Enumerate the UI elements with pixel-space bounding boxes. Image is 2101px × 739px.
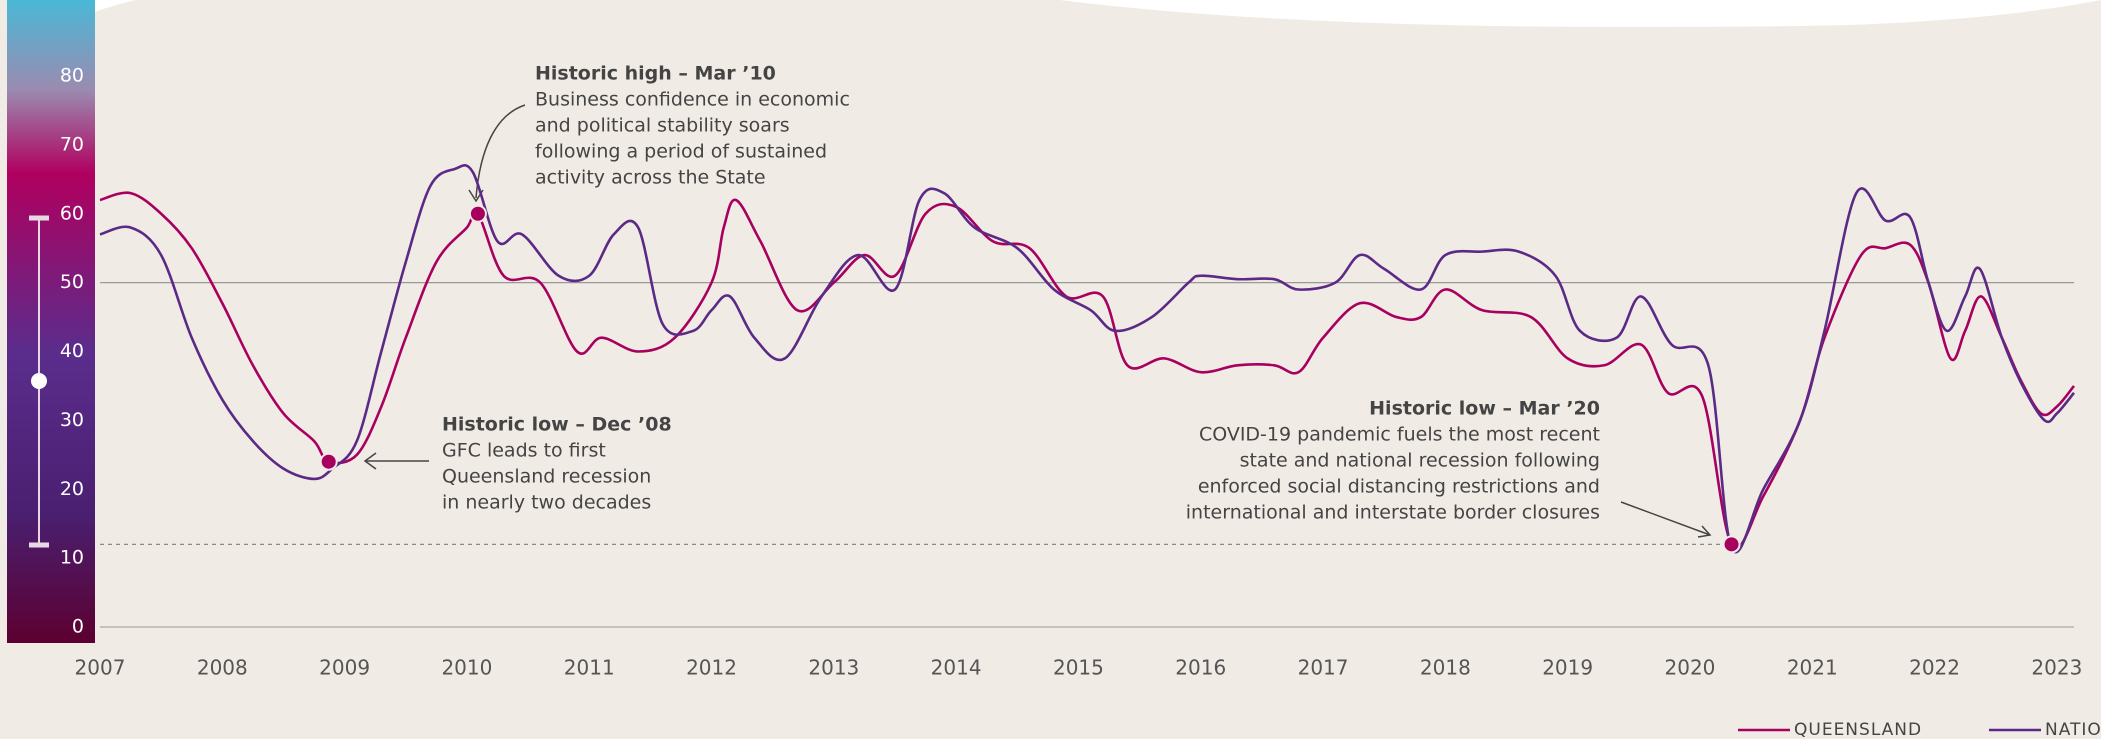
x-tick-label: 2017 xyxy=(1298,656,1349,680)
range-indicator xyxy=(29,215,49,548)
y-tick-label: 10 xyxy=(60,547,84,569)
x-tick-label: 2013 xyxy=(808,656,859,680)
arrows xyxy=(363,104,1712,538)
x-tick-label: 2022 xyxy=(1909,656,1960,680)
annotation-text: international and interstate border clos… xyxy=(1186,502,1600,524)
annotation-text: in nearly two decades xyxy=(442,492,651,514)
top-wedge xyxy=(95,0,135,12)
x-tick-label: 2023 xyxy=(2031,656,2082,680)
annotation-text: GFC leads to first xyxy=(442,440,606,462)
annotation-point xyxy=(468,204,487,223)
annotation-text: activity across the State xyxy=(535,167,766,189)
x-tick-label: 2020 xyxy=(1665,656,1716,680)
x-tick-label: 2009 xyxy=(319,656,370,680)
y-tick-label: 30 xyxy=(60,409,84,431)
annotation-text: Business confidence in economic xyxy=(535,89,850,111)
y-tick-label: 50 xyxy=(60,271,84,293)
x-tick-label: 2014 xyxy=(931,656,982,680)
x-tick-label: 2018 xyxy=(1420,656,1471,680)
annotation-title: Historic high – Mar ’10 xyxy=(535,63,776,85)
annotation-text: COVID-19 pandemic fuels the most recent xyxy=(1199,424,1600,446)
annotation-text: enforced social distancing restrictions … xyxy=(1198,476,1600,498)
legend-label: NATIONAL xyxy=(2045,720,2101,739)
annotation-title: Historic low – Dec ’08 xyxy=(442,414,672,436)
x-tick-label: 2021 xyxy=(1787,656,1838,680)
legend: QUEENSLAND NATIONAL xyxy=(1738,720,2101,739)
y-tick-label: 70 xyxy=(60,133,84,155)
x-tick-label: 2016 xyxy=(1175,656,1226,680)
top-wave xyxy=(1060,0,2101,27)
y-tick-label: 20 xyxy=(60,478,84,500)
annotation-text: state and national recession following xyxy=(1240,450,1600,472)
x-tick-label: 2015 xyxy=(1053,656,1104,680)
annotation-point xyxy=(1722,535,1741,554)
annotation-text: Queensland recession xyxy=(442,466,651,488)
x-tick-label: 2019 xyxy=(1542,656,1593,680)
annotation-text: following a period of sustained xyxy=(535,141,827,163)
x-tick-label: 2010 xyxy=(441,656,492,680)
annotation-title: Historic low – Mar ’20 xyxy=(1369,398,1600,420)
gradient-band xyxy=(7,0,95,643)
y-tick-label: 80 xyxy=(60,65,84,87)
legend-label: QUEENSLAND xyxy=(1794,720,1922,739)
x-tick-label: 2012 xyxy=(686,656,737,680)
x-tick-label: 2008 xyxy=(197,656,248,680)
y-tick-label: 40 xyxy=(60,340,84,362)
annotation-text: and political stability soars xyxy=(535,115,790,137)
annotation-point xyxy=(319,452,338,471)
series-line xyxy=(99,164,2076,554)
series-line xyxy=(99,191,2076,550)
y-tick-label: 60 xyxy=(60,202,84,224)
x-tick-label: 2011 xyxy=(564,656,615,680)
x-tick-label: 2007 xyxy=(75,656,126,680)
y-tick-label: 0 xyxy=(72,616,84,638)
